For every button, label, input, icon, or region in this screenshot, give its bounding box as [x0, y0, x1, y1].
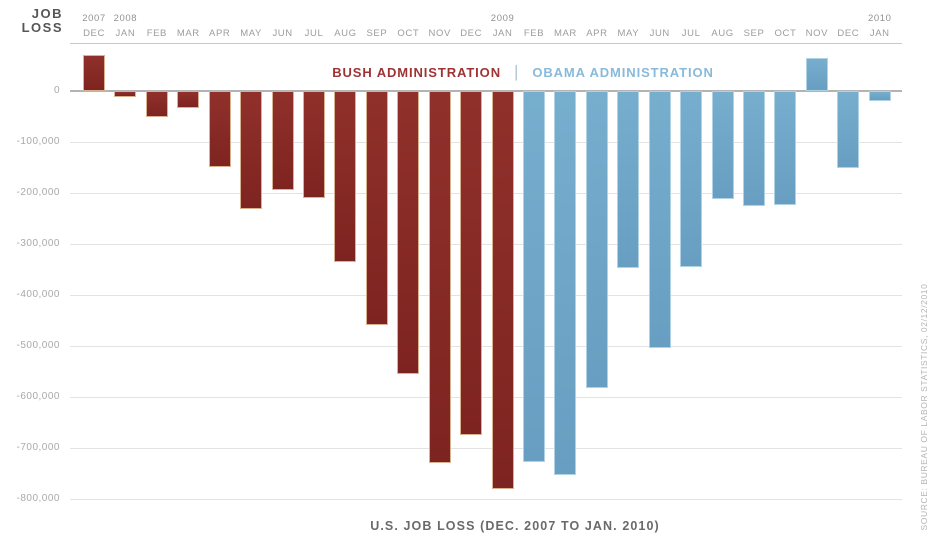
zero-baseline: [70, 90, 902, 92]
month-label: APR: [209, 28, 231, 39]
bar-sep: [743, 91, 766, 206]
bar-jun: [271, 91, 294, 190]
month-label: MAY: [617, 28, 640, 39]
y-axis-title-line1: JOB: [31, 6, 63, 21]
month-label: JUL: [681, 28, 701, 39]
y-tick-label: -100,000: [16, 136, 60, 148]
year-label: 2008: [113, 13, 138, 24]
y-tick-label: 0: [53, 85, 60, 96]
y-tick-label: -300,000: [16, 238, 60, 250]
legend-bush-label: BUSH ADMINISTRATION: [332, 64, 501, 80]
gridline: [70, 346, 902, 348]
bar-jul: [680, 91, 703, 267]
bar-may: [240, 91, 263, 209]
month-label: JAN: [115, 28, 136, 39]
month-label: DEC: [83, 28, 105, 39]
year-label: 2007: [82, 13, 106, 24]
source-note: SOURCE: BUREAU OF LABOR STATISTICS, 02/1…: [919, 283, 929, 531]
y-tick-label: -600,000: [16, 391, 60, 403]
y-tick-label: -700,000: [16, 442, 60, 454]
month-label: NOV: [805, 28, 829, 39]
month-label: JAN: [492, 28, 513, 39]
month-label: DEC: [837, 28, 860, 39]
bar-sep: [365, 91, 388, 325]
bar-feb: [145, 91, 168, 117]
bar-apr: [208, 91, 231, 168]
bar-nov: [805, 58, 828, 91]
y-tick-label: -800,000: [16, 493, 60, 505]
bar-jul: [303, 91, 325, 199]
gridline: [70, 193, 902, 195]
gridline: [70, 448, 902, 450]
month-label: SEP: [743, 28, 765, 39]
bar-jun: [648, 91, 671, 349]
legend: BUSH ADMINISTRATION | OBAMA ADMINISTRATI…: [332, 62, 714, 81]
month-label: FEB: [146, 28, 167, 39]
y-tick-label: -200,000: [16, 187, 60, 199]
gridline: [70, 244, 902, 246]
bar-mar: [554, 91, 577, 476]
bar-jan-2008: [114, 91, 137, 98]
month-label: AUG: [334, 28, 357, 39]
month-label: MAY: [240, 28, 262, 39]
year-label: 2010: [867, 13, 892, 24]
legend-divider-icon: |: [513, 62, 520, 81]
bar-oct: [774, 91, 797, 206]
month-label: FEB: [523, 28, 545, 39]
bar-aug: [334, 91, 357, 262]
month-label: DEC: [460, 28, 483, 39]
month-label: JAN: [869, 28, 890, 39]
bar-jan-2010: [868, 91, 891, 102]
month-label: JUL: [304, 28, 324, 39]
month-axis-rule: [70, 43, 902, 44]
bar-dec: [837, 91, 860, 168]
month-label: OCT: [397, 28, 420, 39]
bar-nov: [428, 91, 451, 463]
month-label: NOV: [428, 28, 451, 39]
bar-mar: [177, 91, 200, 108]
bar-may: [617, 91, 640, 269]
bar-jan-2009: [491, 91, 514, 489]
gridline: [70, 397, 902, 399]
month-label: MAR: [176, 28, 200, 39]
month-label: MAR: [553, 28, 577, 39]
month-label: JUN: [272, 28, 293, 39]
bar-feb: [523, 91, 546, 462]
month-label: OCT: [774, 28, 797, 39]
chart-title: U.S. JOB LOSS (DEC. 2007 TO JAN. 2010): [370, 519, 660, 533]
y-axis-title: JOB LOSS: [0, 7, 63, 35]
legend-obama-label: OBAMA ADMINISTRATION: [532, 64, 714, 80]
gridline: [70, 499, 902, 501]
bar-apr: [585, 91, 608, 389]
gridline: [70, 142, 902, 144]
bar-dec-2007: [83, 55, 105, 91]
month-label: AUG: [711, 28, 734, 39]
y-axis-title-line2: LOSS: [21, 20, 63, 35]
gridline: [70, 295, 902, 297]
month-label: SEP: [366, 28, 388, 39]
y-tick-label: -500,000: [16, 340, 60, 352]
month-label: JUN: [649, 28, 670, 39]
bar-oct: [397, 91, 420, 374]
year-label: 2009: [490, 13, 515, 24]
month-label: APR: [586, 28, 608, 39]
bar-dec: [460, 91, 483, 435]
y-tick-label: -400,000: [16, 289, 60, 301]
bar-aug: [711, 91, 734, 199]
